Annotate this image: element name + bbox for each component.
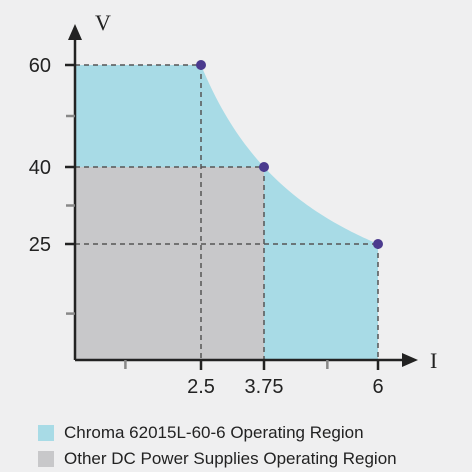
y-axis-arrow [68, 24, 82, 40]
other-operating-region [75, 167, 264, 360]
legend-label-other: Other DC Power Supplies Operating Region [64, 449, 397, 468]
major-ticks [65, 63, 380, 370]
y-axis-label: V [95, 10, 111, 35]
tick-labels: 2.5 3.75 6 25 40 60 [29, 55, 384, 398]
y-tick-label: 60 [29, 55, 51, 77]
x-tick-label: 3.75 [245, 376, 284, 398]
legend-item-other: Other DC Power Supplies Operating Region [38, 446, 397, 472]
x-axis-arrow [402, 353, 418, 367]
y-tick-label: 25 [29, 234, 51, 256]
data-point-2 [373, 239, 383, 249]
axes [68, 24, 418, 367]
legend-label-chroma: Chroma 62015L-60-6 Operating Region [64, 423, 364, 442]
legend-item-chroma: Chroma 62015L-60-6 Operating Region [38, 420, 397, 446]
x-tick-label: 2.5 [187, 376, 215, 398]
x-tick-label: 6 [372, 376, 383, 398]
y-tick-label: 40 [29, 157, 51, 179]
data-point-1 [259, 162, 269, 172]
x-axis-label: I [430, 348, 437, 373]
guide-lines [75, 64, 379, 360]
legend-swatch-chroma [38, 425, 54, 441]
data-points [196, 60, 383, 249]
chart: 2.5 3.75 6 25 40 60 I V [29, 10, 438, 398]
minor-ticks [66, 114, 329, 369]
legend: Chroma 62015L-60-6 Operating Region Othe… [38, 420, 397, 472]
data-point-0 [196, 60, 206, 70]
legend-swatch-other [38, 451, 54, 467]
